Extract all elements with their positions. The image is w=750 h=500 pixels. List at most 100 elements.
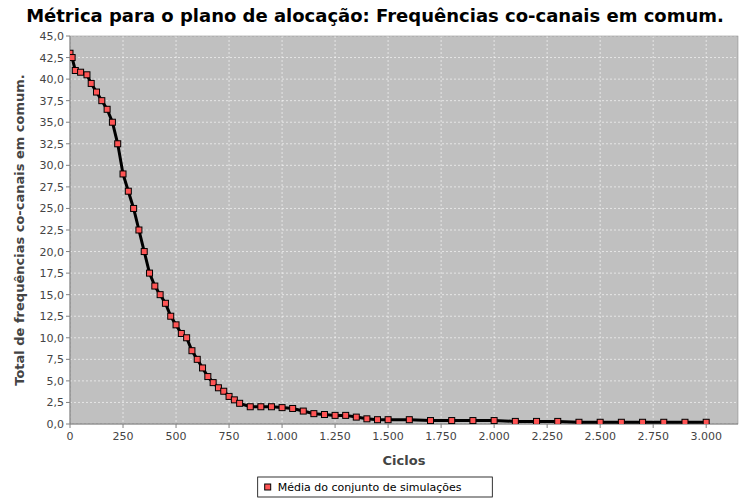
tick-mark xyxy=(66,251,70,252)
marker xyxy=(300,408,306,414)
legend-label: Média do conjunto de simulações xyxy=(278,481,462,494)
tick-mark xyxy=(66,57,70,58)
background xyxy=(0,0,750,500)
marker xyxy=(311,411,317,417)
marker xyxy=(115,141,121,147)
marker xyxy=(661,419,667,424)
marker xyxy=(449,418,455,424)
marker xyxy=(125,188,131,194)
grid-line xyxy=(70,165,738,166)
tick-label: 22,5 xyxy=(40,224,65,237)
marker xyxy=(200,365,206,371)
grid-line xyxy=(123,36,124,424)
tick-label: 2,5 xyxy=(47,396,65,409)
marker xyxy=(247,404,253,410)
marker xyxy=(147,270,153,276)
marker xyxy=(84,72,90,78)
tick-mark xyxy=(66,294,70,295)
grid-line xyxy=(441,36,442,424)
grid-line xyxy=(70,143,738,144)
grid-line xyxy=(70,100,738,101)
tick-label: 1.750 xyxy=(425,430,457,443)
marker xyxy=(88,80,94,86)
tick-label: 40,0 xyxy=(40,73,65,86)
marker xyxy=(99,98,105,104)
plot-frame xyxy=(70,36,738,424)
tick-label: 1.000 xyxy=(266,430,298,443)
marker xyxy=(470,418,476,424)
tick-mark xyxy=(600,424,601,428)
marker xyxy=(136,227,142,233)
marker xyxy=(385,417,391,423)
tick-label: 42,5 xyxy=(40,52,65,65)
marker xyxy=(184,335,190,341)
grid-line xyxy=(70,122,738,123)
marker xyxy=(173,322,179,328)
tick-mark xyxy=(229,424,230,428)
tick-mark xyxy=(176,424,177,428)
tick-mark xyxy=(66,359,70,360)
legend-marker xyxy=(265,484,271,490)
grid-line xyxy=(70,294,738,295)
tick-mark xyxy=(66,122,70,123)
tick-mark xyxy=(66,380,70,381)
tick-label: 37,5 xyxy=(40,95,65,108)
tick-label: 0,0 xyxy=(47,418,65,431)
grid-line xyxy=(547,36,548,424)
grid-line xyxy=(70,380,738,381)
x-axis-label: Ciclos xyxy=(383,453,426,468)
legend: Média do conjunto de simulações xyxy=(258,477,493,497)
marker xyxy=(189,348,195,354)
marker xyxy=(70,55,75,61)
marker xyxy=(94,89,100,95)
marker xyxy=(168,313,174,319)
series-line xyxy=(70,53,706,422)
tick-label: 27,5 xyxy=(40,181,65,194)
tick-label: 12,5 xyxy=(40,310,65,323)
grid-line xyxy=(70,208,738,209)
grid-line xyxy=(229,36,230,424)
grid-line xyxy=(494,36,495,424)
marker xyxy=(703,419,709,424)
grid-line xyxy=(70,359,738,360)
marker xyxy=(682,419,688,424)
grid-line xyxy=(70,79,738,80)
grid-line xyxy=(70,251,738,252)
tick-mark xyxy=(494,424,495,428)
tick-mark xyxy=(282,424,283,428)
tick-label: 25,0 xyxy=(40,202,65,215)
series-group xyxy=(70,50,709,424)
grid-line xyxy=(282,36,283,424)
marker xyxy=(321,412,327,418)
marker xyxy=(343,412,349,418)
tick-mark xyxy=(388,424,389,428)
marker xyxy=(194,356,200,362)
grid-line xyxy=(388,36,389,424)
tick-label: 30,0 xyxy=(40,159,65,172)
marker xyxy=(364,416,370,422)
marker xyxy=(237,400,243,406)
marker xyxy=(152,283,158,289)
tick-mark xyxy=(706,424,707,428)
tick-label: 2.750 xyxy=(637,430,669,443)
grid-line xyxy=(70,57,738,58)
marker xyxy=(162,300,168,306)
marker xyxy=(512,418,518,424)
tick-mark xyxy=(66,186,70,187)
marker xyxy=(534,418,540,424)
marker xyxy=(131,205,137,211)
tick-mark xyxy=(66,143,70,144)
marker xyxy=(406,417,412,423)
plot-area xyxy=(70,36,738,424)
axes: 0,02,55,07,510,012,515,017,520,022,525,0… xyxy=(40,30,739,443)
tick-label: 250 xyxy=(113,430,134,443)
marker xyxy=(279,405,285,411)
tick-mark xyxy=(123,424,124,428)
marker xyxy=(332,412,338,418)
tick-label: 1.500 xyxy=(372,430,404,443)
marker xyxy=(141,249,147,255)
grid xyxy=(70,36,738,424)
tick-label: 1.250 xyxy=(319,430,351,443)
marker xyxy=(576,419,582,424)
grid-line xyxy=(70,230,738,231)
